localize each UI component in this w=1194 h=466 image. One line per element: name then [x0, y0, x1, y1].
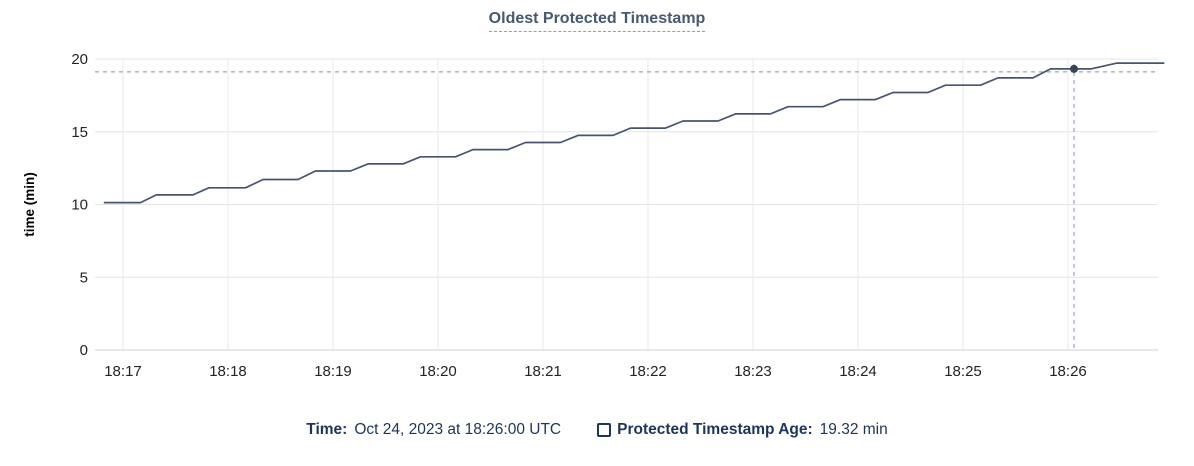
legend-time-group: Time: Oct 24, 2023 at 18:26:00 UTC	[306, 421, 561, 439]
legend-time-label: Time:	[306, 421, 348, 438]
x-tick-label: 18:26	[1049, 363, 1087, 380]
x-tick-label: 18:19	[314, 363, 352, 380]
x-tick-label: 18:17	[104, 363, 142, 380]
series-checkbox[interactable]	[597, 423, 612, 437]
x-tick-label: 18:20	[419, 363, 457, 380]
x-tick-label: 18:23	[734, 363, 772, 380]
x-tick-label: 18:25	[944, 363, 982, 380]
legend-series-label: Protected Timestamp Age:	[617, 421, 813, 438]
legend-time-value: Oct 24, 2023 at 18:26:00 UTC	[354, 421, 562, 438]
line-chart[interactable]: 0 5 10 15 20 18:17 18:18 18:19 18:20 18:21 18:22 18…	[0, 0, 1194, 410]
y-tick-label: 10	[71, 197, 88, 214]
chart-header: Oldest Protected Timestamp	[0, 10, 1194, 32]
y-tick-label: 5	[80, 269, 88, 286]
x-tick-label: 18:18	[209, 363, 247, 380]
y-tick-label: 0	[80, 342, 88, 359]
x-tick-label: 18:24	[839, 363, 877, 380]
chart-legend: Time: Oct 24, 2023 at 18:26:00 UTC Prote…	[0, 421, 1194, 439]
legend-series-value: 19.32 min	[819, 421, 888, 438]
y-tick-label: 20	[71, 51, 88, 68]
y-axis-title: time (min)	[22, 172, 37, 237]
x-tick-label: 18:22	[629, 363, 667, 380]
series-line	[103, 62, 1165, 204]
legend-series-group[interactable]: Protected Timestamp Age: 19.32 min	[597, 421, 888, 439]
x-tick-label: 18:21	[524, 363, 562, 380]
chart-title[interactable]: Oldest Protected Timestamp	[488, 10, 706, 32]
y-tick-label: 15	[71, 124, 88, 141]
chart-plot-area[interactable]	[95, 59, 1158, 350]
hover-point-dot	[1070, 64, 1078, 73]
